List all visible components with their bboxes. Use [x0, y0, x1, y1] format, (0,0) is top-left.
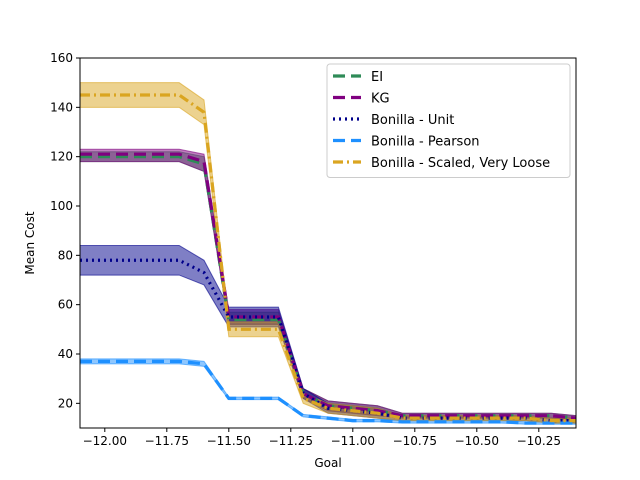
line-bonilla-unit	[80, 258, 576, 423]
x-tick-label: −11.75	[145, 434, 189, 448]
x-tick-label: −10.50	[455, 434, 499, 448]
y-tick-label: 160	[50, 51, 73, 65]
x-tick-label: −10.75	[393, 434, 437, 448]
legend-label: EI	[371, 70, 383, 85]
legend-label: Bonilla - Pearson	[371, 135, 480, 150]
legend: EI KG Bonilla - Unit Bonilla - Pearson Bonil…	[326, 63, 571, 178]
band-bonilla-scaled-very-loose	[80, 82, 576, 424]
plot-frame	[79, 57, 577, 429]
x-axis: −12.00 −11.75 −11.50 −11.25 −11.00 −10.75 −10.…	[83, 428, 561, 448]
y-axis: 20 40 60 80 100 120 140 160	[50, 51, 80, 410]
y-tick-label: 100	[50, 199, 73, 213]
y-axis-label: Mean Cost	[23, 211, 37, 274]
legend-label: Bonilla - Scaled, Very Loose	[371, 156, 550, 171]
x-tick-label: −11.50	[207, 434, 251, 448]
y-tick-label: 60	[58, 298, 73, 312]
x-tick-label: −10.25	[517, 434, 561, 448]
x-tick-label: −11.25	[269, 434, 313, 448]
line-kg	[80, 152, 576, 420]
x-tick-label: −11.00	[331, 434, 375, 448]
y-tick-label: 120	[50, 150, 73, 164]
x-tick-label: −12.00	[83, 434, 127, 448]
legend-box	[326, 63, 571, 178]
x-axis-label: Goal	[314, 456, 341, 470]
line-bonilla-scaled-very-loose	[80, 93, 576, 423]
legend-label: Bonilla - Unit	[371, 113, 454, 128]
series-lines	[80, 93, 576, 425]
legend-label: KG	[371, 92, 390, 107]
y-tick-label: 40	[58, 347, 73, 361]
y-tick-label: 80	[58, 248, 73, 262]
line-bonilla-pearson	[80, 359, 576, 425]
y-tick-label: 140	[50, 100, 73, 114]
y-tick-label: 20	[58, 396, 73, 410]
